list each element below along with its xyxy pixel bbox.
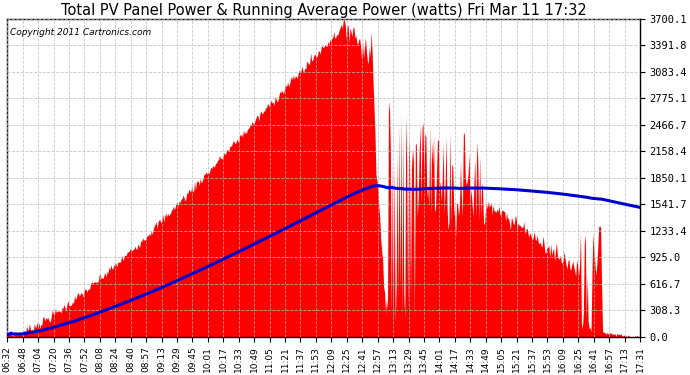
Title: Total PV Panel Power & Running Average Power (watts) Fri Mar 11 17:32: Total PV Panel Power & Running Average P… [61,3,586,18]
Text: Copyright 2011 Cartronics.com: Copyright 2011 Cartronics.com [10,28,152,38]
